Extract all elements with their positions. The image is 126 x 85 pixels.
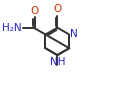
- Text: O: O: [53, 4, 61, 14]
- Text: N: N: [70, 29, 78, 39]
- Text: H₂N: H₂N: [2, 23, 22, 33]
- Text: O: O: [31, 6, 39, 16]
- Text: NH: NH: [50, 57, 66, 67]
